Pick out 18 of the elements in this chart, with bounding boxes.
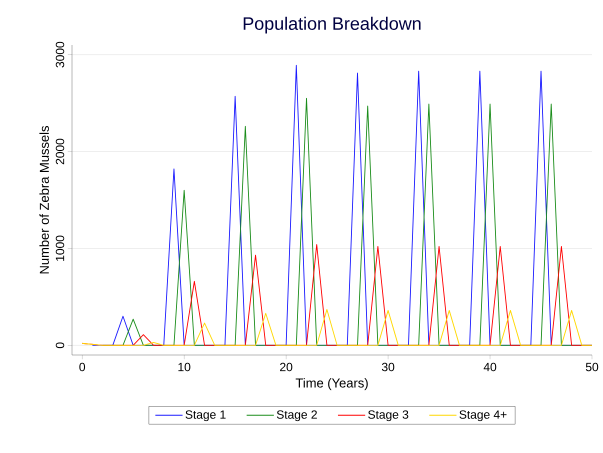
y-axis-title: Number of Zebra Mussels	[39, 126, 49, 274]
x-tick-label: 20	[280, 362, 292, 372]
x-tick-label: 0	[79, 362, 86, 372]
y-tick-label: 0	[56, 342, 64, 348]
legend-label: Stage 3	[368, 410, 408, 422]
x-tick-label: 30	[382, 362, 394, 372]
line-series	[82, 309, 592, 346]
legend-label: Stage 1	[186, 410, 226, 422]
y-tick-label: 2000	[56, 138, 64, 164]
x-axis-title: Time (Years)	[296, 378, 368, 390]
y-tick-label: 3000	[56, 42, 64, 68]
legend-label: Stage 4+	[459, 410, 507, 422]
chart-title: Population Breakdown	[244, 16, 421, 34]
x-tick-label: 50	[586, 362, 598, 372]
x-tick-label: 40	[484, 362, 496, 372]
y-tick-label: 1000	[56, 236, 64, 261]
legend-label: Stage 2	[276, 410, 317, 422]
x-tick-label: 10	[178, 362, 190, 372]
